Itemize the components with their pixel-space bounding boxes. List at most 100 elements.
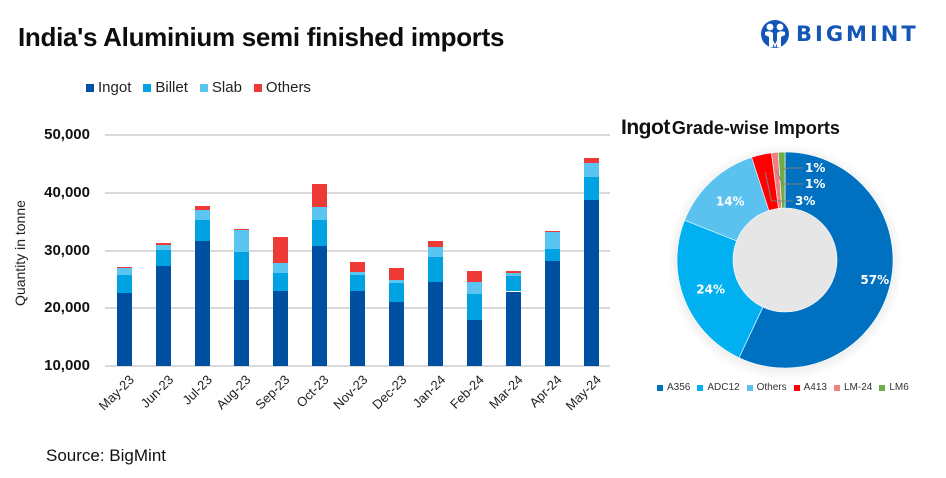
- gridline: [105, 249, 610, 252]
- bar-segment-ingot: [350, 290, 366, 366]
- x-tick-label: Dec-23: [369, 372, 410, 413]
- y-tick-label: 10,000: [44, 357, 90, 374]
- x-tick-label: Sep-23: [252, 372, 293, 413]
- x-tick-label: Jan-24: [409, 372, 449, 411]
- bar-segment-billet: [155, 249, 171, 266]
- donut-legend-item-lm6: LM6: [879, 382, 909, 393]
- legend-label: Billet: [155, 79, 188, 96]
- bar-segment-billet: [583, 177, 599, 200]
- bar-segment-billet: [311, 219, 327, 246]
- bar-segment-ingot: [311, 245, 327, 366]
- y-tick-label: 20,000: [44, 299, 90, 317]
- bar-segment-others: [117, 266, 132, 268]
- legend-label: LM6: [889, 382, 909, 393]
- donut-legend-item-a356: A356: [657, 382, 690, 393]
- bar-segment-billet: [194, 219, 210, 241]
- bar-segment-slab: [583, 162, 599, 178]
- y-tick-label: 30,000: [44, 241, 90, 259]
- bar-chart-legend: Ingot Billet Slab Others: [86, 79, 311, 96]
- bar-segment-billet: [272, 273, 288, 291]
- donut-chart-title: Ingot Grade-wise Imports: [621, 116, 840, 140]
- bar-segment-ingot: [583, 199, 599, 366]
- donut-leader-line: [782, 167, 803, 171]
- bar-segment-others: [233, 228, 249, 230]
- x-tick-label: Oct-23: [293, 372, 332, 411]
- donut-legend-item-a413: A413: [793, 382, 827, 393]
- bar-segment-others: [155, 242, 171, 245]
- x-tick-label: Feb-24: [447, 372, 488, 412]
- bar-segment-slab: [389, 279, 405, 283]
- legend-label: ADC12: [707, 382, 740, 393]
- legend-label: Others: [265, 79, 311, 96]
- legend-label: A413: [803, 382, 827, 393]
- bar-segment-others: [583, 158, 599, 163]
- bar-segment-ingot: [117, 292, 132, 366]
- legend-label: Slab: [211, 79, 242, 96]
- x-tick-label: Nov-23: [330, 372, 371, 413]
- legend-swatch: [793, 384, 800, 391]
- x-tick-label: Mar-24: [486, 372, 527, 412]
- x-tick-label: Aug-23: [213, 372, 254, 413]
- bar-segment-ingot: [194, 240, 210, 366]
- donut-leader-line: [776, 170, 803, 185]
- bar-segment-others: [428, 240, 444, 248]
- bar-segment-others: [194, 206, 210, 211]
- bar-segment-ingot: [467, 319, 483, 366]
- legend-swatch: [833, 384, 840, 391]
- legend-item-ingot: Ingot: [86, 79, 131, 96]
- legend-item-billet: Billet: [143, 79, 188, 96]
- donut-segment-adc12: [676, 219, 764, 359]
- bar-segment-billet: [428, 256, 444, 282]
- legend-swatch: [697, 384, 704, 391]
- y-tick-label: 50,000: [44, 126, 90, 143]
- legend-swatch: [879, 384, 886, 391]
- donut-segment-lm6: [777, 151, 786, 209]
- donut-legend-item-lm-24: LM-24: [833, 382, 872, 393]
- x-tick-label: Jun-23: [137, 372, 177, 411]
- donut-legend-item-others: Others: [746, 382, 787, 393]
- donut-label: 24%: [696, 282, 725, 296]
- bar-segment-ingot: [428, 281, 444, 366]
- donut-label: 14%: [716, 195, 745, 209]
- bar-segment-ingot: [155, 265, 171, 366]
- gridline: [105, 365, 610, 367]
- bar-segment-billet: [506, 275, 521, 292]
- legend-item-slab: Slab: [199, 79, 242, 96]
- bar-segment-ingot: [544, 260, 560, 366]
- bar-segment-slab: [467, 281, 483, 294]
- legend-swatch: [657, 384, 663, 391]
- bar-segment-slab: [506, 273, 521, 276]
- legend-label: Ingot: [98, 79, 132, 96]
- bar-segment-billet: [117, 274, 132, 293]
- bar-segment-others: [311, 184, 327, 207]
- chart-title: India's Aluminium semi finished imports: [18, 22, 505, 52]
- gridline: [105, 191, 610, 194]
- bar-segment-slab: [155, 244, 171, 250]
- donut-chart: 57% 24% 14% 1% 1% 3%: [665, 140, 905, 380]
- donut-label: 57%: [860, 273, 889, 287]
- source-note: Source: BigMint: [46, 446, 166, 465]
- bar-segment-billet: [350, 274, 366, 291]
- legend-label: A356: [667, 382, 691, 393]
- bar-segment-slab: [544, 232, 560, 249]
- donut-legend: A356 ADC12 Others A413 LM-24 LM6: [657, 382, 909, 393]
- gridline: [105, 134, 610, 136]
- donut-title-part1: Ingot: [621, 116, 670, 139]
- bar-segment-ingot: [233, 279, 249, 366]
- bar-segment-slab: [311, 206, 327, 220]
- legend-swatch: [143, 83, 152, 92]
- legend-swatch: [199, 83, 208, 92]
- bar-segment-others: [272, 236, 288, 263]
- legend-swatch: [86, 83, 94, 92]
- x-tick-label: Apr-24: [526, 372, 566, 411]
- bigmint-logo: BIGMINT: [760, 18, 919, 50]
- bar-segment-slab: [272, 262, 288, 274]
- bar-segment-others: [506, 270, 521, 273]
- donut-label: 3%: [795, 194, 815, 208]
- legend-item-others: Others: [253, 79, 311, 96]
- donut-legend-item-adc12: ADC12: [697, 382, 740, 393]
- bar-segment-slab: [194, 210, 210, 220]
- x-tick-label: Jul-23: [179, 372, 215, 408]
- bar-segment-others: [467, 270, 483, 282]
- legend-swatch: [253, 83, 262, 92]
